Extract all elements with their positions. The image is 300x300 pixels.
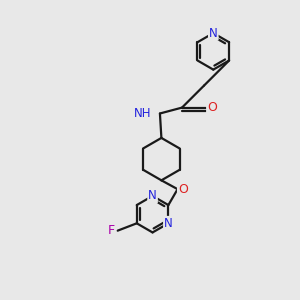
Text: NH: NH — [134, 107, 152, 120]
Text: N: N — [209, 27, 218, 40]
Text: N: N — [148, 189, 157, 203]
Text: O: O — [207, 101, 217, 114]
Text: N: N — [164, 217, 173, 230]
Text: O: O — [178, 183, 188, 196]
Text: F: F — [108, 224, 115, 237]
